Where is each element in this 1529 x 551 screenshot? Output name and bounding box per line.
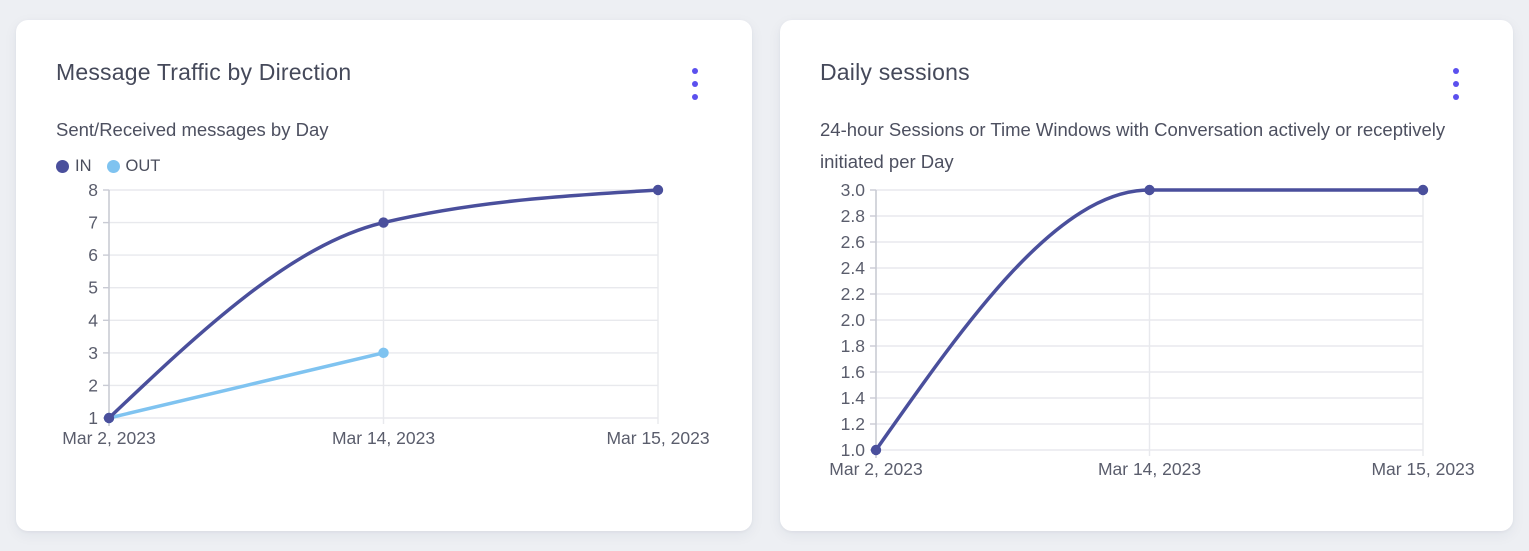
kebab-dot [692, 68, 698, 74]
svg-text:8: 8 [88, 180, 98, 200]
svg-text:4: 4 [88, 310, 98, 330]
svg-text:5: 5 [88, 278, 98, 298]
kebab-dot [1453, 94, 1459, 100]
card-title-message-traffic: Message Traffic by Direction [56, 59, 352, 85]
svg-text:Mar 14, 2023: Mar 14, 2023 [332, 428, 435, 448]
svg-text:2.0: 2.0 [841, 310, 866, 330]
svg-text:2: 2 [88, 375, 98, 395]
message-traffic-line-chart: 1 2 3 4 5 6 7 8 Mar 2, 2023 Mar 14, 2023 Mar 15, 2… [62, 180, 709, 448]
svg-text:1.0: 1.0 [841, 440, 866, 460]
kebab-vertical-icon[interactable] [686, 64, 704, 104]
card-daily-sessions: Daily sessions 24-hour Sessions or Time … [780, 20, 1513, 531]
svg-text:1.2: 1.2 [841, 414, 865, 434]
svg-text:3.0: 3.0 [841, 180, 866, 200]
kebab-dot [1453, 68, 1459, 74]
svg-text:2.6: 2.6 [841, 232, 865, 252]
svg-text:6: 6 [88, 245, 98, 265]
card-title-daily-sessions: Daily sessions [820, 59, 970, 85]
svg-text:Mar 15, 2023: Mar 15, 2023 [1371, 459, 1474, 479]
legend-dot-in [56, 160, 69, 173]
svg-text:Mar 15, 2023: Mar 15, 2023 [606, 428, 709, 448]
kebab-vertical-icon[interactable] [1447, 64, 1465, 104]
card-message-traffic-content: Message Traffic by Direction Sent/Receiv… [16, 20, 752, 531]
card-subtitle-message-traffic: Sent/Received messages by Day [56, 119, 329, 140]
legend-item-out: OUT [106, 157, 161, 176]
svg-text:1.4: 1.4 [841, 388, 866, 408]
chart-legend: IN OUT [56, 157, 712, 176]
legend-item-in: IN [56, 157, 92, 176]
svg-text:3: 3 [88, 343, 98, 363]
kebab-dot [692, 94, 698, 100]
svg-text:2.4: 2.4 [841, 258, 866, 278]
svg-text:Mar 2, 2023: Mar 2, 2023 [62, 428, 155, 448]
card-daily-sessions-content: Daily sessions 24-hour Sessions or Time … [780, 20, 1513, 531]
card-message-traffic: Message Traffic by Direction Sent/Receiv… [16, 20, 752, 531]
daily-sessions-line-chart: 1.0 1.2 1.4 1.6 1.8 2.0 2.2 2.4 2.6 2.8 3.0 Mar 2, … [829, 180, 1474, 479]
legend-label-out: OUT [125, 157, 161, 175]
svg-text:Mar 14, 2023: Mar 14, 2023 [1098, 459, 1201, 479]
kebab-dot [1453, 81, 1459, 87]
legend-dot-out [106, 160, 120, 173]
svg-text:1.6: 1.6 [841, 362, 865, 382]
kebab-dot [692, 81, 698, 87]
svg-text:1.8: 1.8 [841, 336, 865, 356]
svg-text:1: 1 [88, 408, 98, 428]
svg-text:2.2: 2.2 [841, 284, 865, 304]
svg-text:7: 7 [88, 213, 98, 233]
card-subtitle-daily-sessions: 24-hour Sessions or Time Windows with Co… [820, 119, 1446, 172]
legend-label-in: IN [75, 157, 92, 175]
svg-text:Mar 2, 2023: Mar 2, 2023 [829, 459, 922, 479]
svg-text:2.8: 2.8 [841, 206, 865, 226]
